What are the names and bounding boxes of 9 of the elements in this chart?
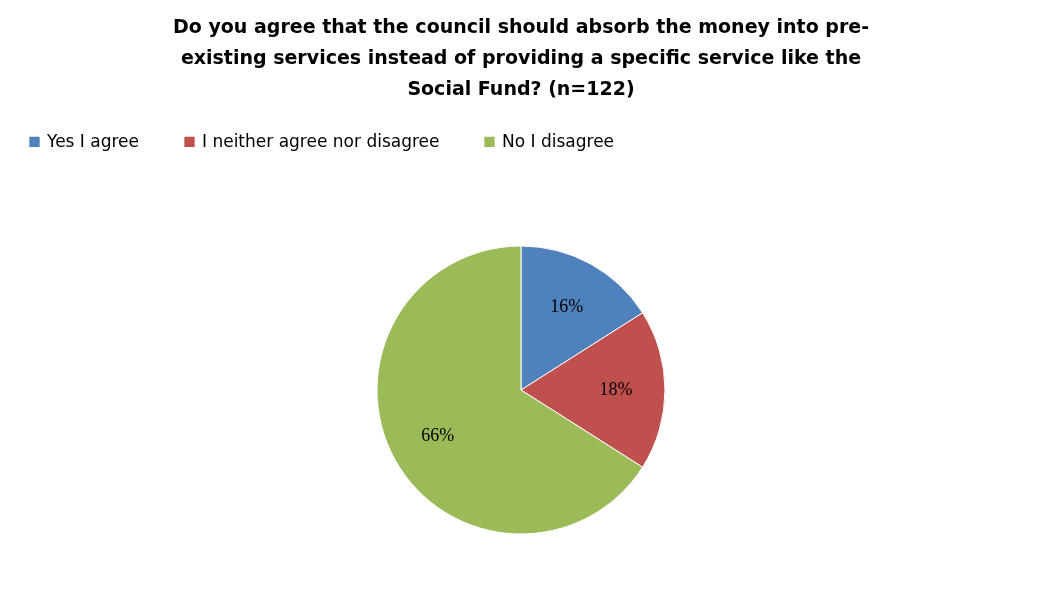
text: Social Fund? (n=122) [407, 77, 635, 99]
data-label: 18% [599, 379, 633, 399]
text: Do you agree that the council should absorb the money into pre- [172, 15, 870, 37]
legend-label: Yes I agree [46, 130, 140, 151]
data-label: 16% [550, 295, 584, 316]
legend-label: I neither agree nor disagree [202, 130, 440, 151]
data-label: 66% [421, 424, 455, 445]
text: existing services instead of providing a specific service like the [180, 46, 862, 68]
legend-label: No I disagree [502, 130, 615, 151]
